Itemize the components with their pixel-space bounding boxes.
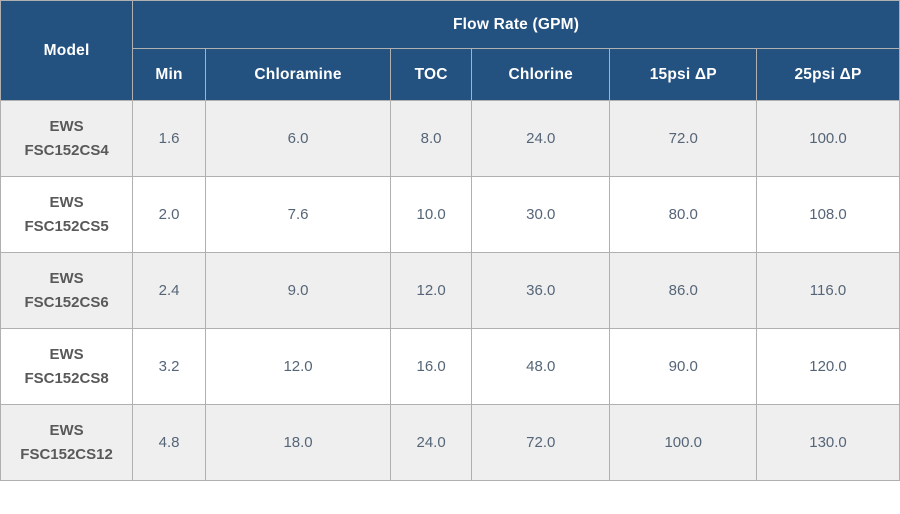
model-name-line1: EWS — [49, 421, 84, 439]
column-header-model: Model — [0, 0, 134, 101]
table-row: EWS FSC152CS6 2.4 9.0 12.0 36.0 86.0 116… — [0, 252, 900, 329]
min-value: 4.8 — [132, 404, 206, 481]
chlorine-value: 48.0 — [471, 328, 611, 405]
model-name-line2: FSC152CS12 — [20, 445, 113, 463]
table-row: EWS FSC152CS5 2.0 7.6 10.0 30.0 80.0 108… — [0, 176, 900, 253]
model-name-line1: EWS — [49, 117, 84, 135]
psi25-value: 108.0 — [756, 176, 900, 253]
chloramine-value: 6.0 — [204, 100, 392, 177]
column-header-min: Min — [132, 48, 206, 101]
table-header: Model Flow Rate (GPM) Min Chloramine TOC… — [0, 0, 900, 101]
toc-value: 12.0 — [390, 252, 473, 329]
table-body: EWS FSC152CS4 1.6 6.0 8.0 24.0 72.0 100.… — [0, 100, 900, 481]
toc-value: 24.0 — [390, 404, 473, 481]
model-name-line2: FSC152CS8 — [24, 369, 109, 387]
chloramine-value: 18.0 — [204, 404, 392, 481]
model-cell: EWS FSC152CS6 — [0, 252, 134, 329]
toc-value: 10.0 — [390, 176, 473, 253]
psi15-value: 72.0 — [609, 100, 758, 177]
psi15-value: 80.0 — [609, 176, 758, 253]
sub-header-row: Min Chloramine TOC Chlorine 15psi ΔP 25p… — [1, 48, 900, 101]
psi25-value: 120.0 — [756, 328, 900, 405]
group-header-row: Model Flow Rate (GPM) — [0, 0, 900, 101]
column-header-chloramine: Chloramine — [204, 48, 392, 101]
table-row: EWS FSC152CS4 1.6 6.0 8.0 24.0 72.0 100.… — [0, 100, 900, 177]
model-name-line1: EWS — [49, 193, 84, 211]
chlorine-value: 36.0 — [471, 252, 611, 329]
psi15-value: 100.0 — [609, 404, 758, 481]
group-header-flow-rate: Flow Rate (GPM) — [132, 0, 900, 49]
min-value: 1.6 — [132, 100, 206, 177]
column-header-toc: TOC — [390, 48, 473, 101]
psi15-value: 90.0 — [609, 328, 758, 405]
chlorine-value: 30.0 — [471, 176, 611, 253]
psi25-value: 116.0 — [756, 252, 900, 329]
model-cell: EWS FSC152CS8 — [0, 328, 134, 405]
column-header-25psi-dp: 25psi ΔP — [756, 48, 900, 101]
table-row: EWS FSC152CS8 3.2 12.0 16.0 48.0 90.0 12… — [0, 328, 900, 405]
model-name-line1: EWS — [49, 269, 84, 287]
model-cell: EWS FSC152CS4 — [0, 100, 134, 177]
model-cell: EWS FSC152CS12 — [0, 404, 134, 481]
min-value: 3.2 — [132, 328, 206, 405]
min-value: 2.0 — [132, 176, 206, 253]
psi15-value: 86.0 — [609, 252, 758, 329]
model-name-line2: FSC152CS4 — [24, 141, 109, 159]
chlorine-value: 24.0 — [471, 100, 611, 177]
psi25-value: 100.0 — [756, 100, 900, 177]
table-row: EWS FSC152CS12 4.8 18.0 24.0 72.0 100.0 … — [0, 404, 900, 481]
flow-rate-table: Model Flow Rate (GPM) Min Chloramine TOC… — [0, 0, 900, 481]
column-header-chlorine: Chlorine — [471, 48, 611, 101]
toc-value: 16.0 — [390, 328, 473, 405]
min-value: 2.4 — [132, 252, 206, 329]
psi25-value: 130.0 — [756, 404, 900, 481]
model-name-line1: EWS — [49, 345, 84, 363]
model-cell: EWS FSC152CS5 — [0, 176, 134, 253]
chloramine-value: 7.6 — [204, 176, 392, 253]
chlorine-value: 72.0 — [471, 404, 611, 481]
chloramine-value: 9.0 — [204, 252, 392, 329]
model-name-line2: FSC152CS5 — [24, 217, 109, 235]
column-header-15psi-dp: 15psi ΔP — [609, 48, 758, 101]
chloramine-value: 12.0 — [204, 328, 392, 405]
model-name-line2: FSC152CS6 — [24, 293, 109, 311]
toc-value: 8.0 — [390, 100, 473, 177]
